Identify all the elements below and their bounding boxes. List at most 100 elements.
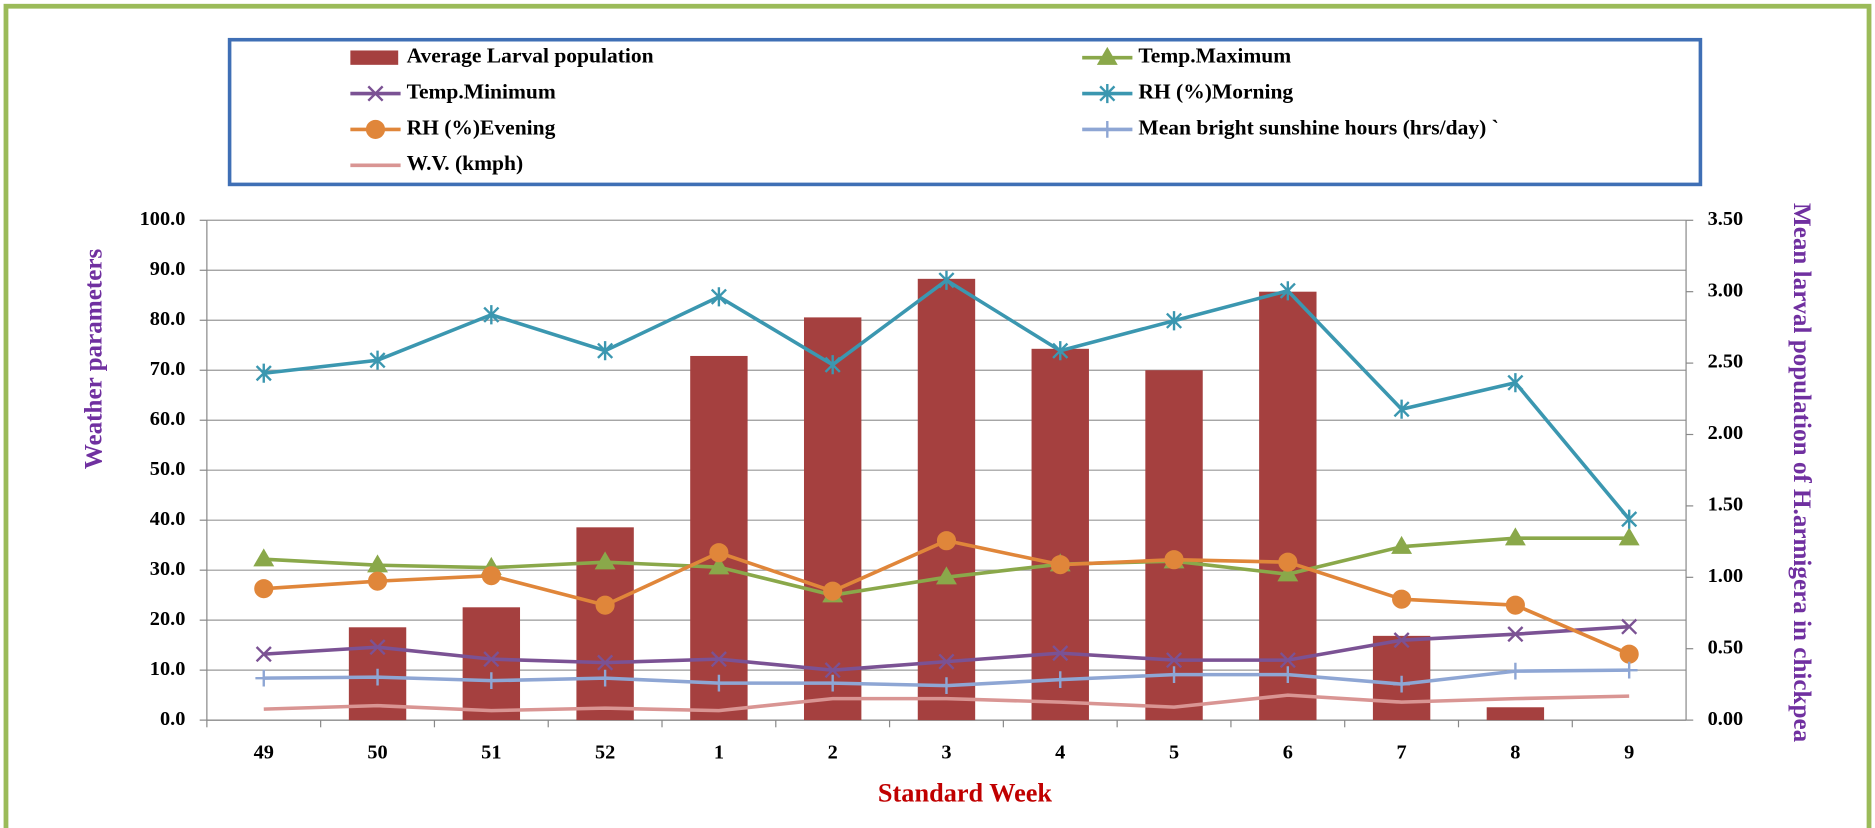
legend-marker — [1099, 83, 1116, 104]
x-tick-label: 4 — [1055, 741, 1065, 763]
point — [1051, 671, 1069, 689]
point — [1507, 626, 1524, 643]
point — [597, 341, 614, 361]
legend-marker — [1096, 46, 1118, 65]
x-tick-label: 3 — [941, 741, 951, 763]
point — [938, 677, 955, 695]
point — [1164, 550, 1184, 570]
point — [596, 669, 614, 687]
point — [1050, 555, 1070, 575]
point — [1279, 281, 1296, 301]
point — [1621, 509, 1638, 529]
line — [263, 693, 1630, 713]
legend-label: Average Larval population — [407, 44, 654, 68]
bar — [803, 317, 862, 721]
y-axis-title: Weather parameters — [80, 248, 107, 469]
legend-label: W.V. (kmph) — [407, 151, 524, 175]
point — [369, 668, 386, 686]
point — [369, 639, 386, 656]
point — [710, 674, 728, 692]
point — [594, 551, 616, 570]
x-tick-label: 51 — [481, 741, 501, 763]
point — [1618, 527, 1640, 546]
point — [1052, 645, 1069, 662]
y2-tick-label: 3.50 — [1708, 208, 1744, 230]
point — [1391, 535, 1413, 554]
point — [367, 554, 389, 573]
point — [1504, 527, 1526, 546]
x-tick-label: 9 — [1624, 741, 1634, 763]
y-tick-label: 20.0 — [150, 608, 186, 630]
y-tick-label: 0.0 — [160, 708, 185, 730]
legend-label: RH (%)Evening — [407, 115, 556, 139]
x-tick-label: 50 — [367, 741, 387, 763]
point — [1052, 341, 1069, 361]
point — [1507, 373, 1524, 393]
y-tick-label: 70.0 — [150, 358, 186, 380]
point — [254, 579, 274, 599]
legend-label: Temp.Maximum — [1138, 44, 1291, 68]
y-tick-label: 30.0 — [150, 558, 186, 580]
point — [255, 363, 272, 383]
point — [1278, 552, 1298, 572]
y2-tick-label: 1.50 — [1708, 494, 1744, 516]
legend-label: Mean bright sunshine hours (hrs/day) ` — [1138, 115, 1498, 139]
legend-label: Temp.Minimum — [407, 79, 556, 103]
x-axis-title: Standard Week — [878, 778, 1053, 807]
legend-marker — [365, 119, 386, 139]
y2-axis-title: Mean larval population of H.armigera in … — [1788, 203, 1815, 743]
point — [709, 543, 729, 563]
x-tick-label: 52 — [595, 741, 615, 763]
point — [1166, 311, 1183, 331]
point — [595, 595, 615, 615]
point — [1619, 644, 1639, 664]
point — [710, 651, 727, 668]
y2-tick-label: 2.00 — [1708, 422, 1744, 444]
point — [1507, 662, 1524, 680]
legend-marker — [1098, 121, 1116, 138]
point — [936, 566, 957, 585]
point — [481, 566, 501, 586]
point — [938, 653, 955, 670]
point — [824, 674, 842, 692]
point — [597, 654, 614, 671]
bar — [690, 355, 748, 721]
y-tick-label: 80.0 — [150, 308, 186, 330]
y-tick-label: 60.0 — [150, 408, 186, 430]
bar — [917, 278, 976, 721]
point — [482, 672, 500, 690]
point — [1392, 589, 1412, 609]
y2-tick-label: 0.00 — [1708, 708, 1744, 730]
point — [1505, 595, 1525, 615]
x-tick-label: 1 — [714, 741, 724, 763]
bar — [1031, 348, 1089, 721]
point — [483, 651, 500, 668]
x-tick-label: 49 — [254, 741, 274, 763]
x-tick-label: 2 — [828, 741, 838, 763]
bar — [1259, 291, 1317, 721]
point — [1620, 661, 1638, 679]
point — [253, 548, 275, 567]
y-tick-label: 50.0 — [150, 458, 186, 480]
legend-marker — [367, 85, 384, 102]
point — [1393, 632, 1410, 649]
point — [367, 571, 388, 591]
y2-tick-label: 1.00 — [1708, 565, 1744, 587]
point — [710, 287, 727, 307]
y2-tick-label: 3.00 — [1708, 279, 1744, 301]
point — [936, 531, 957, 551]
point — [1621, 618, 1638, 635]
frame — [3, 3, 1872, 828]
x-tick-label: 8 — [1510, 741, 1520, 763]
x-tick-label: 5 — [1169, 741, 1179, 763]
bar — [1486, 707, 1545, 721]
point — [255, 669, 273, 687]
point — [824, 662, 841, 679]
point — [1393, 399, 1410, 419]
legend-box — [227, 37, 1703, 187]
bar — [462, 607, 521, 721]
y-tick-label: 100.0 — [140, 208, 186, 230]
point — [1279, 666, 1297, 684]
